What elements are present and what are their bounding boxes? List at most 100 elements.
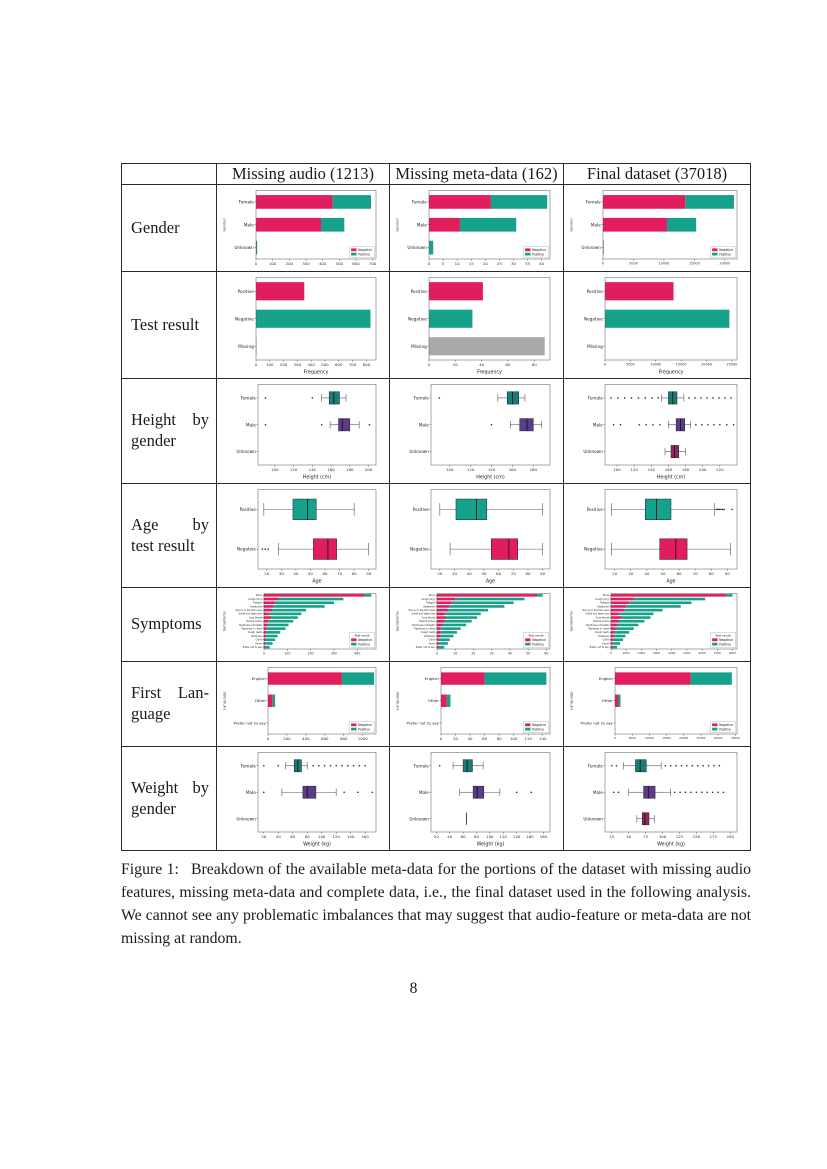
svg-text:Female: Female	[241, 395, 257, 400]
svg-text:Test result: Test result	[527, 634, 544, 638]
chart-age-missing-meta: 20 30 40 50 60 70 80 90 Age Positive Negative	[390, 484, 564, 588]
svg-text:Male: Male	[244, 222, 254, 227]
svg-text:Weight (kg): Weight (kg)	[303, 842, 331, 848]
svg-text:Positive: Positive	[413, 507, 430, 512]
svg-text:60: 60	[544, 651, 548, 655]
svg-text:Age: Age	[312, 579, 321, 585]
svg-text:80: 80	[305, 834, 310, 839]
svg-text:140: 140	[488, 467, 496, 472]
svg-text:30000: 30000	[714, 736, 723, 740]
svg-text:80: 80	[532, 362, 537, 367]
svg-text:Female: Female	[241, 763, 257, 768]
col-header-final-dataset: Final dataset (37018)	[564, 164, 750, 185]
svg-text:Unknown: Unknown	[236, 449, 256, 454]
svg-text:Sore throat: Sore throat	[596, 616, 609, 619]
chart-gender-missing-meta: 0 5 10 15 20 25 30 35 40 Gender Female Male Unknown N…	[390, 185, 564, 272]
svg-text:Runny or blocked nose: Runny or blocked nose	[409, 609, 436, 612]
svg-text:Male: Male	[246, 790, 256, 795]
chart-language-final: 0 5000 10000 15000 20000 25000 30000 35000 Langu…	[564, 662, 750, 747]
svg-text:Smell and taste loss: Smell and taste loss	[586, 613, 610, 616]
svg-text:Shortness of breath: Shortness of breath	[412, 624, 435, 627]
svg-text:80: 80	[497, 736, 502, 741]
svg-text:25: 25	[609, 834, 614, 839]
svg-text:200: 200	[286, 261, 294, 266]
svg-text:120: 120	[290, 467, 298, 472]
chart-gender-missing-audio: 0 100 200 300 400 500 600 700 Gender Female Male Un…	[217, 185, 390, 272]
svg-text:Unknown: Unknown	[407, 245, 427, 250]
svg-text:40: 40	[644, 571, 649, 576]
svg-text:30: 30	[279, 571, 284, 576]
svg-text:Prefer not to say: Prefer not to say	[243, 646, 263, 649]
svg-text:Test result: Test result	[353, 634, 370, 638]
svg-text:70: 70	[693, 571, 698, 576]
svg-text:25000: 25000	[727, 363, 738, 367]
svg-text:Positive: Positive	[532, 727, 544, 731]
svg-text:10000: 10000	[645, 736, 654, 740]
chart-weight-missing-audio: 20 40 60 80 100 120 140 160 Weight (kg) Female Mal…	[217, 747, 390, 850]
svg-text:Frequency: Frequency	[304, 370, 329, 376]
svg-text:0: 0	[428, 362, 431, 367]
svg-text:600: 600	[321, 736, 329, 741]
svg-text:Other: Other	[428, 698, 439, 703]
svg-text:200: 200	[727, 834, 735, 839]
svg-text:Negative: Negative	[532, 248, 546, 252]
svg-text:Headache: Headache	[250, 605, 262, 608]
svg-text:Height (cm): Height (cm)	[476, 475, 505, 481]
svg-text:Missing: Missing	[238, 344, 254, 349]
svg-text:Female: Female	[588, 763, 604, 768]
svg-text:Gender: Gender	[569, 217, 574, 231]
chart-weight-missing-meta: 20 40 60 80 100 120 140 160 180 Weight (kg) Female…	[390, 747, 564, 850]
figure-caption-label: Figure 1:	[121, 861, 179, 878]
svg-text:Language: Language	[395, 691, 400, 710]
figure-caption-text: Breakdown of the available meta-data for…	[121, 861, 751, 948]
svg-text:400: 400	[319, 261, 327, 266]
chart-symptoms-missing-audio: 0 100 200 300 400 Symptoms None Cough (dry) Fati…	[217, 588, 390, 662]
svg-text:Fever: Fever	[602, 642, 608, 645]
svg-text:20: 20	[453, 362, 458, 367]
svg-text:Cough (dry): Cough (dry)	[248, 598, 262, 601]
svg-text:400: 400	[307, 362, 315, 367]
svg-text:Chills: Chills	[429, 639, 436, 642]
svg-text:Negative: Negative	[410, 547, 429, 552]
svg-text:50: 50	[526, 651, 530, 655]
svg-text:100: 100	[613, 467, 621, 472]
svg-text:90: 90	[540, 571, 545, 576]
svg-text:40: 40	[467, 571, 472, 576]
svg-text:150: 150	[693, 834, 701, 839]
svg-text:160: 160	[665, 467, 673, 472]
svg-text:Positive: Positive	[587, 289, 604, 294]
chart-age-final: 20 30 40 50 60 70 80 90 Age Positive Negative	[564, 484, 750, 588]
svg-text:100: 100	[486, 834, 494, 839]
svg-text:60: 60	[290, 834, 295, 839]
svg-text:30: 30	[452, 571, 457, 576]
svg-text:400: 400	[354, 651, 360, 655]
svg-text:Cough (dry): Cough (dry)	[595, 598, 609, 601]
svg-text:Negative: Negative	[532, 723, 546, 727]
svg-text:Female: Female	[586, 199, 602, 204]
svg-text:15: 15	[469, 261, 474, 266]
figure-table: Missing audio (1213) Missing meta-data (…	[121, 163, 751, 851]
svg-text:20: 20	[612, 571, 617, 576]
svg-text:Tightness in chest: Tightness in chest	[241, 627, 262, 630]
svg-text:Dizziness: Dizziness	[424, 635, 436, 638]
svg-text:Positive: Positive	[238, 289, 255, 294]
svg-text:Negative: Negative	[358, 248, 372, 252]
svg-text:Prefer not to say: Prefer not to say	[590, 646, 610, 649]
svg-text:3000: 3000	[653, 651, 660, 655]
svg-text:Negative: Negative	[237, 547, 256, 552]
svg-text:Muscle aches: Muscle aches	[419, 620, 435, 623]
svg-text:50: 50	[308, 571, 313, 576]
svg-text:Cough (wet): Cough (wet)	[248, 631, 262, 634]
svg-text:Muscle aches: Muscle aches	[246, 620, 262, 623]
svg-text:40: 40	[447, 834, 452, 839]
svg-text:Frequency: Frequency	[477, 370, 502, 376]
col-header-missing-meta-data: Missing meta-data (162)	[390, 164, 564, 185]
svg-text:Female: Female	[588, 395, 604, 400]
svg-text:Frequency: Frequency	[659, 370, 684, 376]
svg-text:60: 60	[461, 834, 466, 839]
svg-text:15000: 15000	[662, 736, 671, 740]
svg-text:160: 160	[509, 467, 517, 472]
svg-text:70: 70	[337, 571, 342, 576]
svg-text:35: 35	[525, 261, 530, 266]
